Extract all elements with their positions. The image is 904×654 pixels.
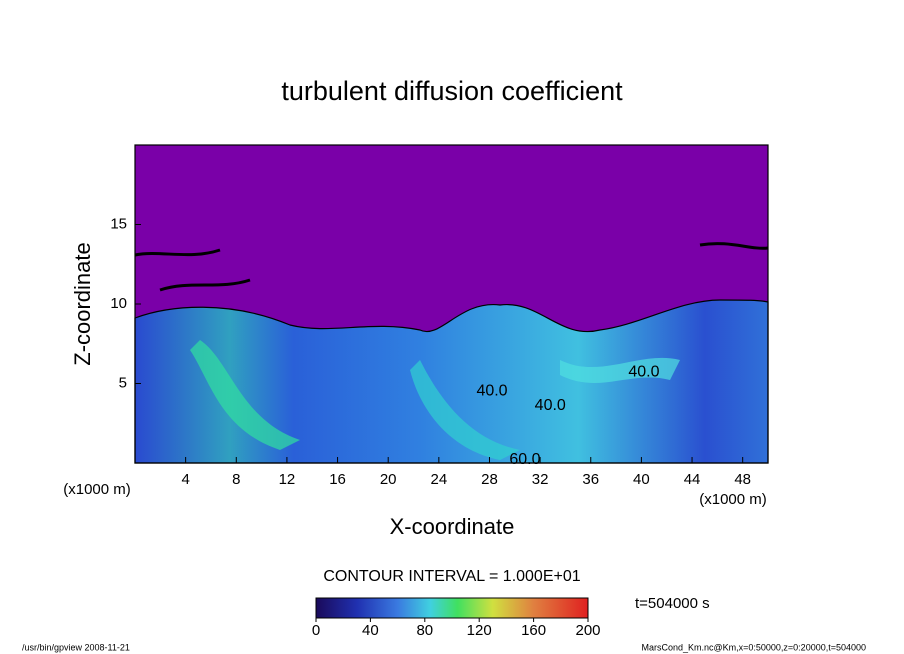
x-tick-label: 8 [232, 471, 240, 488]
footer-right: MarsCond_Km.nc@Km,x=0:50000,z=0:20000,t=… [641, 642, 866, 652]
x-tick-label: 4 [181, 471, 189, 488]
colorbar-tick-label: 120 [467, 622, 492, 639]
colorbar-tick-label: 80 [416, 622, 433, 639]
contour-label: 40.0 [476, 383, 507, 400]
y-axis-label: Z-coordinate [70, 242, 95, 366]
x-axis-label: X-coordinate [390, 514, 515, 539]
chart-title: turbulent diffusion coefficient [281, 76, 623, 106]
x-tick-label: 40 [633, 471, 650, 488]
y-tick-label: 10 [110, 295, 127, 312]
x-tick-label: 28 [481, 471, 498, 488]
y-tick-label: 5 [119, 374, 127, 391]
contour-label: 60.0 [509, 451, 540, 468]
colorbar [315, 597, 589, 619]
colorbar-tick-label: 0 [312, 622, 320, 639]
colorbar-tick-label: 40 [362, 622, 379, 639]
time-label: t=504000 s [635, 595, 710, 612]
contour-interval: CONTOUR INTERVAL = 1.000E+01 [323, 568, 580, 585]
x-tick-label: 44 [684, 471, 701, 488]
colorbar-tick-label: 160 [521, 622, 546, 639]
footer-left: /usr/bin/gpview 2008-11-21 [22, 642, 130, 652]
x-tick-label: 48 [734, 471, 751, 488]
x-tick-label: 12 [279, 471, 296, 488]
x-tick-label: 16 [329, 471, 346, 488]
x-tick-label: 36 [582, 471, 599, 488]
x-unit-label: (x1000 m) [63, 481, 131, 498]
contour-label: 40.0 [535, 397, 566, 414]
x-tick-label: 32 [532, 471, 549, 488]
x-unit-label: (x1000 m) [699, 491, 767, 508]
colorbar-tick-label: 200 [575, 622, 600, 639]
contour-label: 40.0 [628, 364, 659, 381]
contour-field [134, 145, 769, 464]
x-tick-label: 24 [430, 471, 447, 488]
y-tick-label: 15 [110, 215, 127, 232]
x-tick-label: 20 [380, 471, 397, 488]
